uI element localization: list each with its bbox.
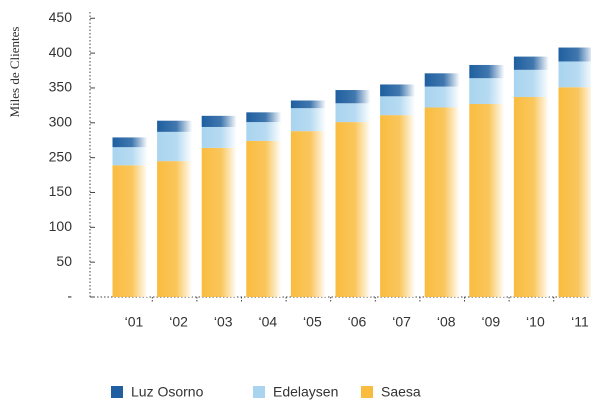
legend-label: Edelaysen (273, 384, 338, 400)
y-tick-label: 50 (56, 253, 72, 269)
bar-segment (513, 69, 549, 98)
bar-segment (469, 64, 505, 79)
bar-segment (157, 120, 193, 132)
x-tick-label: ‘11 (571, 314, 589, 330)
legend-swatch (361, 386, 373, 398)
bar-segment (112, 165, 148, 297)
legend-label: Saesa (381, 384, 421, 400)
y-tick-label: 350 (49, 79, 73, 95)
bar-segment (424, 107, 460, 298)
bar-segment (112, 147, 148, 166)
bar-segment (380, 115, 416, 298)
bar-segment (513, 97, 549, 297)
bar-segment (424, 73, 460, 87)
bar-segment (112, 137, 148, 148)
bar-segment (513, 56, 549, 70)
y-tick-label: 150 (49, 183, 73, 199)
x-tick-label: ‘09 (481, 314, 500, 330)
bar-segment (246, 112, 282, 123)
y-tick-label: 100 (49, 218, 73, 234)
x-tick-label: ‘10 (526, 314, 545, 330)
bar-segment (558, 47, 591, 62)
y-tick-label: 400 (49, 44, 73, 60)
bar-segment (290, 100, 326, 109)
y-tick-label: 450 (49, 9, 73, 25)
x-tick-label: ‘01 (125, 314, 144, 330)
bar-segment (201, 147, 237, 297)
x-tick-label: ‘02 (169, 314, 188, 330)
bar-segment (335, 122, 371, 297)
bar-segment (335, 103, 371, 123)
bar-segment (157, 131, 193, 162)
bar-segment (424, 86, 460, 108)
bar-segment (558, 61, 591, 88)
bar-segment (157, 161, 193, 297)
bar-segment (246, 122, 282, 141)
x-tick-label: ‘06 (348, 314, 367, 330)
x-tick-label: ‘04 (258, 314, 277, 330)
bar-segment (290, 108, 326, 132)
bar-segment (380, 84, 416, 97)
x-tick-label: ‘05 (303, 314, 322, 330)
legend-swatch (111, 386, 123, 398)
y-tick-label: 300 (49, 113, 73, 129)
x-tick-label: ‘07 (392, 314, 411, 330)
bar-segment (558, 87, 591, 298)
x-tick-label: ‘03 (214, 314, 233, 330)
bar-segment (380, 96, 416, 116)
y-tick-label: - (67, 288, 72, 304)
y-tick-label: 250 (49, 148, 73, 164)
bar-segment (290, 131, 326, 297)
bar-segment (469, 78, 505, 104)
bar-segment (335, 90, 371, 104)
legend-label: Luz Osorno (131, 384, 204, 400)
bar-segment (246, 140, 282, 297)
legend-swatch (253, 386, 265, 398)
bar-segment (201, 126, 237, 148)
bar-segment (201, 115, 237, 127)
bar-segment (469, 103, 505, 297)
y-axis-label: Miles de Clientes (7, 27, 22, 118)
x-tick-label: ‘08 (437, 314, 456, 330)
